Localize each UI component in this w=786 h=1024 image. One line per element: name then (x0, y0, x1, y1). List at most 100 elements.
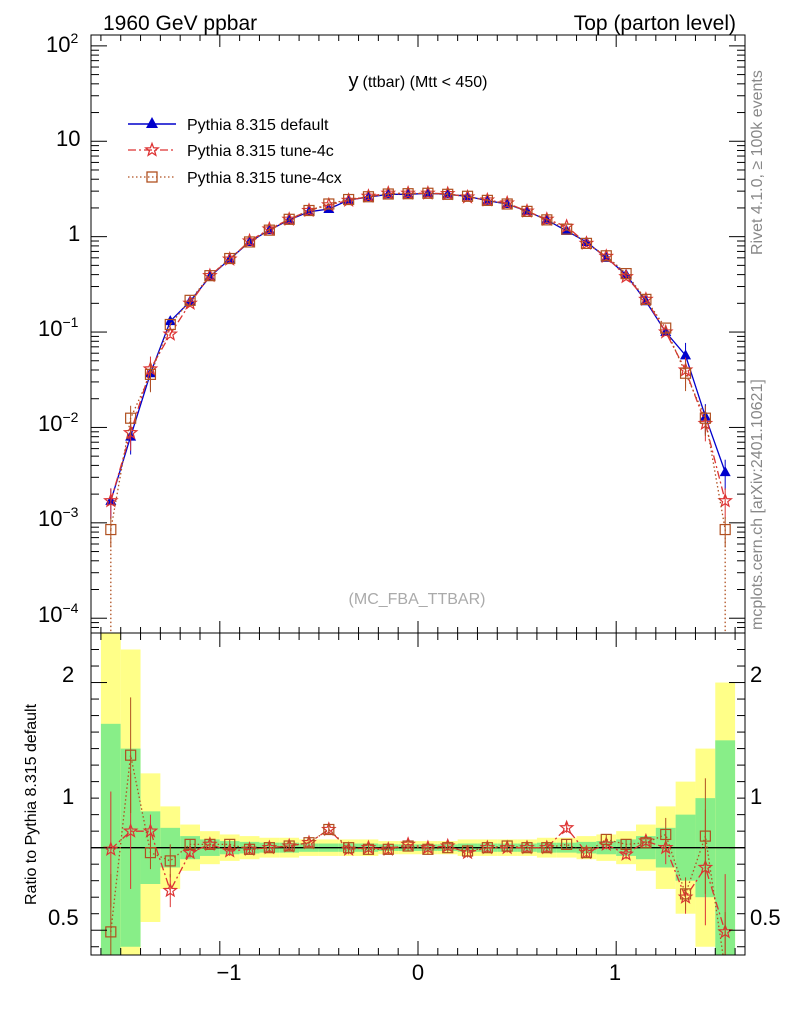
header-left: 1960 GeV ppbar (103, 12, 257, 35)
side-label-mcplots: mcplots.cern.ch [arXiv:2401.10621] (749, 379, 766, 630)
main-panel: 102 10 1 10−1 10−2 10−3 10−4 y (ttbar) (M… (38, 30, 746, 634)
data-point-tune4cx (481, 194, 493, 206)
ratio-frame (90, 632, 746, 956)
data-point-tune4cx (184, 294, 196, 306)
ratio-point-tune4c (122, 822, 139, 838)
data-point-tune4cx (105, 523, 117, 536)
series-line-default (110, 192, 726, 501)
ratio-point-tune4cx (521, 842, 533, 854)
ytick-label-0.01: 10−2 (38, 409, 79, 436)
data-point-tune4cx (144, 368, 157, 380)
series-line-tune4cx (110, 192, 726, 530)
data-point-tune4cx (243, 236, 256, 248)
data-point-tune4cx (719, 523, 731, 536)
ratio-point-tune4cx (362, 843, 375, 855)
data-point-tune4cx (600, 250, 612, 262)
data-point-tune4cx (303, 204, 315, 217)
data-point-default (164, 315, 176, 326)
ratio-point-tune4cx (184, 838, 196, 850)
legend-label-tune4c: Pythia 8.315 tune-4c (187, 143, 334, 160)
ratio-point-tune4c (182, 844, 198, 860)
ratio-point-tune4cx (580, 847, 593, 859)
legend: Pythia 8.315 default Pythia 8.315 tune-4… (128, 117, 342, 187)
legend-label-default: Pythia 8.315 default (187, 117, 329, 134)
data-point-tune4cx (402, 188, 414, 200)
ratio-point-tune4c (162, 882, 179, 898)
triangle-marker-icon (146, 117, 158, 128)
data-point-tune4cx (164, 318, 176, 331)
ytick-label-0.001: 10−3 (38, 504, 79, 531)
ratio-line-tune4cx (110, 755, 724, 955)
ratio-ytick-label-0.5: 0.5 (48, 905, 79, 930)
ratio-point-tune4cx (640, 837, 652, 849)
ratio-point-tune4cx (303, 837, 315, 849)
ratio-point-tune4cx (620, 838, 632, 850)
ratio-panel: 2 1 0.5 2 1 0.5 −1 0 1 Ratio to Pythia 8… (23, 632, 781, 985)
data-point-tune4c (717, 492, 733, 508)
xtick-label-0: 0 (412, 960, 424, 985)
ratio-ytick-label-2-right: 2 (750, 662, 762, 687)
ratio-ytick-label-0.5-right: 0.5 (750, 905, 781, 930)
data-point-tune4cx (283, 213, 295, 225)
ratio-point-tune4cx (501, 840, 513, 852)
data-point-tune4cx (521, 205, 533, 217)
ratio-point-tune4cx (561, 838, 573, 850)
ratio-point-tune4cx (461, 845, 474, 857)
ratio-point-tune4cx (481, 842, 493, 854)
ratio-point-tune4cx (283, 840, 295, 852)
data-point-tune4cx (343, 193, 355, 206)
ratio-point-tune4cx (679, 888, 692, 900)
data-point-tune4cx (263, 224, 275, 236)
data-point-tune4cx (699, 412, 711, 424)
main-ytick-labels: 102 10 1 10−1 10−2 10−3 10−4 (38, 30, 80, 627)
plot-title: y (ttbar) (Mtt < 450) (349, 70, 488, 92)
ratio-point-tune4cx (204, 838, 216, 850)
data-point-tune4cx (660, 322, 672, 334)
ratio-point-tune4cx (125, 749, 137, 761)
ratio-point-tune4c (558, 819, 575, 835)
data-point-default (680, 349, 692, 360)
data-point-tune4cx (224, 252, 236, 265)
main-series-group (103, 185, 733, 633)
ratio-point-tune4cx (699, 830, 711, 842)
ratio-ytick-label-2: 2 (62, 662, 74, 687)
ratio-ytick-label-1: 1 (62, 784, 74, 809)
main-ticks (91, 35, 745, 634)
star-marker-icon (144, 141, 160, 157)
ratio-point-tune4cx (263, 842, 275, 854)
data-point-tune4cx (442, 188, 454, 200)
ratio-point-tune4cx (224, 838, 236, 850)
data-point-tune4cx (362, 191, 375, 203)
ratio-point-tune4cx (720, 965, 730, 975)
data-point-tune4cx (382, 188, 394, 200)
ratio-ytick-label-1-right: 1 (750, 784, 762, 809)
ratio-ticks (91, 633, 745, 955)
side-label-rivet: Rivet 4.1.0, ≥ 100k events (749, 70, 766, 255)
main-data-layer (103, 185, 733, 633)
ytick-label-1: 1 (68, 221, 80, 246)
ratio-series-group (91, 697, 745, 975)
ratio-point-tune4cx (144, 847, 157, 859)
ratio-point-tune4cx (323, 823, 335, 836)
ratio-point-tune4cx (164, 855, 176, 867)
data-point-tune4cx (323, 198, 335, 210)
data-point-tune4cx (461, 190, 474, 202)
watermark: (MC_FBA_TTBAR) (349, 591, 486, 608)
data-point-tune4cx (580, 237, 593, 249)
ytick-label-0.1: 10−1 (38, 314, 79, 341)
legend-entry-default: Pythia 8.315 default (128, 117, 329, 134)
ratio-point-tune4c (618, 846, 634, 861)
ratio-point-tune4cx (402, 840, 414, 852)
ratio-point-tune4cx (382, 843, 394, 855)
data-point-tune4cx (561, 223, 573, 235)
ratio-point-tune4cx (541, 842, 553, 854)
ratio-point-tune4cx (343, 842, 355, 854)
ytick-label-100: 102 (46, 30, 78, 57)
legend-entry-tune4cx: Pythia 8.315 tune-4cx (128, 170, 342, 187)
ratio-ylabel: Ratio to Pythia 8.315 default (23, 703, 40, 905)
ratio-point-tune4cx (660, 828, 672, 841)
ytick-label-0.0001: 10−4 (38, 600, 79, 627)
ratio-point-tune4cx (105, 926, 117, 938)
data-point-tune4cx (679, 367, 692, 379)
